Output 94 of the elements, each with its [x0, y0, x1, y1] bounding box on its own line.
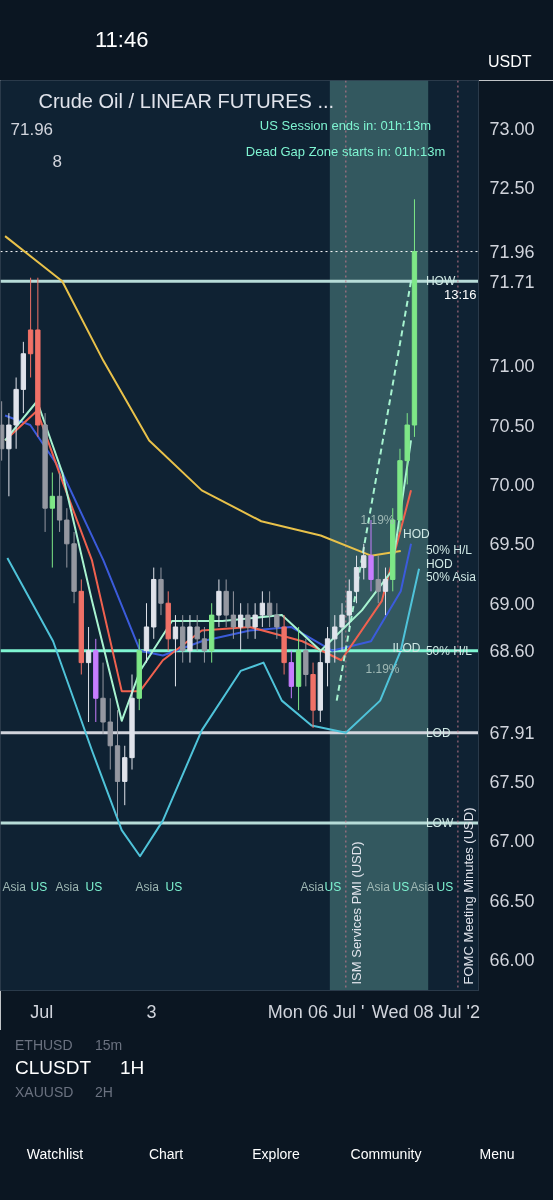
- text: CLUSDT: [15, 1056, 92, 1081]
- annotation: US: [165, 879, 183, 894]
- x-tick-label: 3: [146, 1001, 157, 1022]
- candlestick: [194, 614, 200, 652]
- annotation: US: [392, 879, 410, 894]
- y-tick-label: 69.00: [489, 593, 535, 614]
- candlestick: [288, 650, 295, 699]
- candlestick: [324, 626, 331, 687]
- text: Chart: [148, 1145, 184, 1164]
- y-tick-label: 67.00: [489, 831, 535, 852]
- annotation: 50% H/L: [425, 643, 473, 658]
- candlestick: [216, 578, 222, 628]
- text: XAUUSD: [15, 1083, 74, 1102]
- text: Watchlist: [26, 1145, 84, 1164]
- x-tick-label: Wed 08 Jul '2: [371, 1001, 480, 1022]
- candlestick: [303, 638, 309, 687]
- candlestick: [180, 614, 186, 664]
- candlestick: [237, 602, 244, 652]
- candlestick: [332, 614, 338, 664]
- annotation: LOD: [425, 725, 451, 740]
- text: Menu: [479, 1145, 515, 1164]
- candlestick: [56, 472, 63, 533]
- candlestick: [27, 277, 34, 378]
- text: ETHUSD: [15, 1036, 73, 1055]
- annotation: US: [324, 879, 342, 894]
- ref-line-label: ISM Services PMI (USD): [348, 841, 364, 985]
- candlestick: [187, 614, 193, 664]
- y-tick-label: 70.50: [489, 415, 535, 436]
- candlestick: [49, 472, 56, 569]
- annotation: Asia: [410, 879, 435, 894]
- annotation: US: [436, 879, 454, 894]
- candlestick: [245, 602, 251, 640]
- candlestick: [382, 567, 389, 616]
- candlestick: [100, 662, 106, 735]
- annotation: Asia: [2, 879, 27, 894]
- text: 11:46: [95, 26, 149, 55]
- text: USDT: [488, 51, 532, 72]
- ref-line-label: 71.71: [489, 271, 535, 292]
- annotation: 71.96: [10, 119, 54, 139]
- annotation: 8: [52, 151, 62, 171]
- candlestick: [266, 590, 273, 628]
- candlestick: [143, 602, 150, 664]
- annotation: HOD: [425, 557, 453, 572]
- x-tick-label: Mon 06 Jul ': [267, 1001, 365, 1022]
- ref-line-label: 68.60: [489, 641, 535, 662]
- candlestick: [107, 697, 113, 771]
- candlestick: [201, 626, 208, 664]
- y-tick-label: 70.00: [489, 474, 535, 495]
- candlestick: [361, 543, 367, 580]
- candlestick: [259, 590, 266, 628]
- candlestick: [230, 590, 237, 640]
- candlestick: [6, 412, 12, 497]
- candlestick: [64, 507, 70, 569]
- annotation: US: [30, 879, 48, 894]
- annotation: Asia: [55, 879, 80, 894]
- y-tick-label: 66.00: [489, 950, 535, 971]
- candlestick: [158, 567, 164, 616]
- y-tick-label: 71.00: [489, 356, 535, 377]
- candlestick: [85, 626, 92, 723]
- annotation: LOW: [425, 815, 454, 830]
- annotation: Asia: [300, 879, 325, 894]
- y-tick-label: 67.50: [489, 771, 535, 792]
- candlestick: [375, 555, 381, 604]
- candlestick: [353, 555, 360, 604]
- annotation: US Session ends in: 01h:13m: [259, 118, 432, 133]
- ref-line-label: 67.91: [489, 723, 535, 744]
- candlestick: [252, 602, 258, 640]
- annotation: Asia: [135, 879, 160, 894]
- ref-line-label: 71.96: [489, 242, 535, 263]
- annotation: Dead Gap Zone starts in: 01h:13m: [245, 144, 446, 159]
- text: 1H: [120, 1056, 145, 1081]
- text: 15m: [95, 1036, 123, 1055]
- y-tick-label: 66.50: [489, 890, 535, 911]
- annotation: US: [85, 879, 103, 894]
- annotation: 50% H/L: [425, 542, 473, 557]
- annotation: 50% Asia: [425, 570, 477, 585]
- y-tick-label: 73.00: [489, 118, 535, 139]
- annotation: HOD: [403, 527, 431, 542]
- candlestick: [346, 578, 352, 628]
- annotation: 13:16: [443, 287, 477, 302]
- y-tick-label: 69.50: [489, 534, 535, 555]
- annotation: Asia: [366, 879, 391, 894]
- ref-line-label: FOMC Meeting Minutes (USD): [460, 807, 476, 985]
- text: Community: [350, 1145, 422, 1164]
- candlestick: [223, 578, 229, 628]
- text: 2H: [95, 1083, 113, 1102]
- y-tick-label: 72.50: [489, 177, 535, 198]
- candlestick: [274, 602, 280, 640]
- candlestick: [339, 602, 345, 652]
- x-tick-label: Jul: [30, 1001, 54, 1022]
- candlestick: [122, 745, 128, 806]
- text: Crude Oil / LINEAR FUTURES ...: [38, 89, 335, 112]
- text: Explore: [252, 1145, 300, 1164]
- candlestick: [172, 614, 179, 687]
